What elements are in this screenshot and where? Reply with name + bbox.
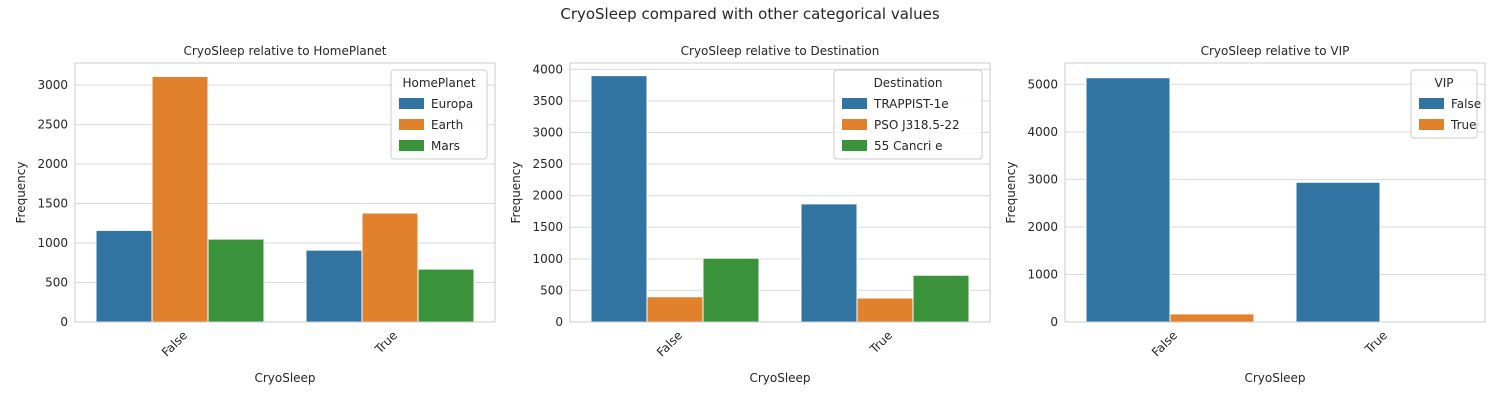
y-tick-label: 3000 <box>532 125 563 139</box>
y-tick-label: 3000 <box>37 78 68 92</box>
legend-entry: Mars <box>431 139 460 153</box>
panel-title: CryoSleep relative to Destination <box>681 44 880 58</box>
plot-frame <box>569 62 991 323</box>
legend-box <box>833 69 983 160</box>
legend-entry: Earth <box>431 118 463 132</box>
panel-title: CryoSleep relative to VIP <box>1201 44 1350 58</box>
y-tick-label: 5000 <box>1027 77 1058 91</box>
figure-title: CryoSleep compared with other categorica… <box>560 5 940 23</box>
y-tick-label: 2500 <box>532 157 563 171</box>
x-tick-label: False <box>654 328 685 359</box>
x-tick-label: True <box>371 328 400 357</box>
y-tick-label: 500 <box>45 276 68 290</box>
bar-true-europa <box>305 249 363 323</box>
y-tick-label: 1000 <box>37 236 68 250</box>
y-axis-label: Frequency <box>509 162 523 224</box>
bar-false-55-cancri-e <box>702 257 760 323</box>
legend-title: VIP <box>1435 76 1454 90</box>
y-tick-label: 2000 <box>532 189 563 203</box>
y-tick-label: 3500 <box>532 94 563 108</box>
bar-true-trappist-1e <box>800 203 858 323</box>
legend: HomePlanet Europa Earth Mars <box>390 69 488 160</box>
legend: VIP False True <box>1410 69 1481 139</box>
legend-swatch <box>1419 98 1444 109</box>
y-tick-label: 1500 <box>37 197 68 211</box>
y-tick-label: 1000 <box>532 252 563 266</box>
x-tick-label: False <box>1149 328 1180 359</box>
bar-false-earth <box>151 75 209 323</box>
x-tick-label: False <box>159 328 190 359</box>
legend-title: Destination <box>874 76 943 90</box>
y-tick-label: 0 <box>1050 315 1058 329</box>
bar-false-trappist-1e <box>590 75 648 323</box>
y-tick-label: 3000 <box>1027 172 1058 186</box>
legend-swatch <box>842 119 867 130</box>
chart-panel-1: 0 500 1000 1500 2000 2500 3000 False True CryoSle… <box>14 44 496 385</box>
y-tick-label: 500 <box>540 283 563 297</box>
bar-false-pso-j318-5-22 <box>646 296 704 323</box>
y-tick-label: 4000 <box>532 62 563 76</box>
bar-true-false <box>1295 181 1381 323</box>
legend-entry: False <box>1451 97 1481 111</box>
chart-panel-2: 0 500 1000 1500 2000 2500 3000 3500 4000 False Tru… <box>509 44 991 385</box>
legend-swatch <box>842 98 867 109</box>
panel-title: CryoSleep relative to HomePlanet <box>184 44 387 58</box>
y-tick-label: 2500 <box>37 118 68 132</box>
y-tick-label: 0 <box>555 315 563 329</box>
bar-false-europa <box>95 229 153 323</box>
plot-frame <box>1064 62 1486 323</box>
legend-swatch <box>842 140 867 151</box>
legend-entry: 55 Cancri e <box>874 139 942 153</box>
y-tick-label: 1000 <box>1027 267 1058 281</box>
bar-true-55-cancri-e <box>912 274 970 323</box>
legend-entry: TRAPPIST-1e <box>873 97 949 111</box>
legend: Destination TRAPPIST-1e PSO J318.5-22 55 Ca… <box>833 69 983 160</box>
y-tick-label: 0 <box>60 315 68 329</box>
bar-true-mars <box>417 268 475 323</box>
y-tick-label: 1500 <box>532 220 563 234</box>
legend-title: HomePlanet <box>402 76 475 90</box>
plot-frame <box>74 62 496 323</box>
y-tick-label: 2000 <box>1027 220 1058 234</box>
x-tick-label: True <box>866 328 895 357</box>
x-axis-label: CryoSleep <box>254 371 315 385</box>
bar-false-mars <box>207 238 265 323</box>
chart-panel-3: 0 1000 2000 3000 4000 5000 False True CryoSleep … <box>1004 44 1486 385</box>
y-axis-label: Frequency <box>14 162 28 224</box>
x-tick-label: True <box>1361 328 1390 357</box>
x-axis-label: CryoSleep <box>749 371 810 385</box>
bar-false-false <box>1085 77 1171 323</box>
legend-box <box>390 69 488 160</box>
x-axis-label: CryoSleep <box>1244 371 1305 385</box>
legend-swatch <box>399 98 424 109</box>
legend-swatch <box>399 140 424 151</box>
legend-swatch <box>399 119 424 130</box>
legend-entry: PSO J318.5-22 <box>874 118 960 132</box>
y-tick-label: 2000 <box>37 157 68 171</box>
legend-entry: Europa <box>431 97 473 111</box>
legend-swatch <box>1419 119 1444 130</box>
bar-true-earth <box>361 212 419 323</box>
legend-entry: True <box>1450 118 1477 132</box>
bar-true-pso-j318-5-22 <box>856 297 914 323</box>
bar-false-true <box>1169 313 1255 323</box>
y-tick-label: 4000 <box>1027 125 1058 139</box>
y-axis-label: Frequency <box>1004 162 1018 224</box>
